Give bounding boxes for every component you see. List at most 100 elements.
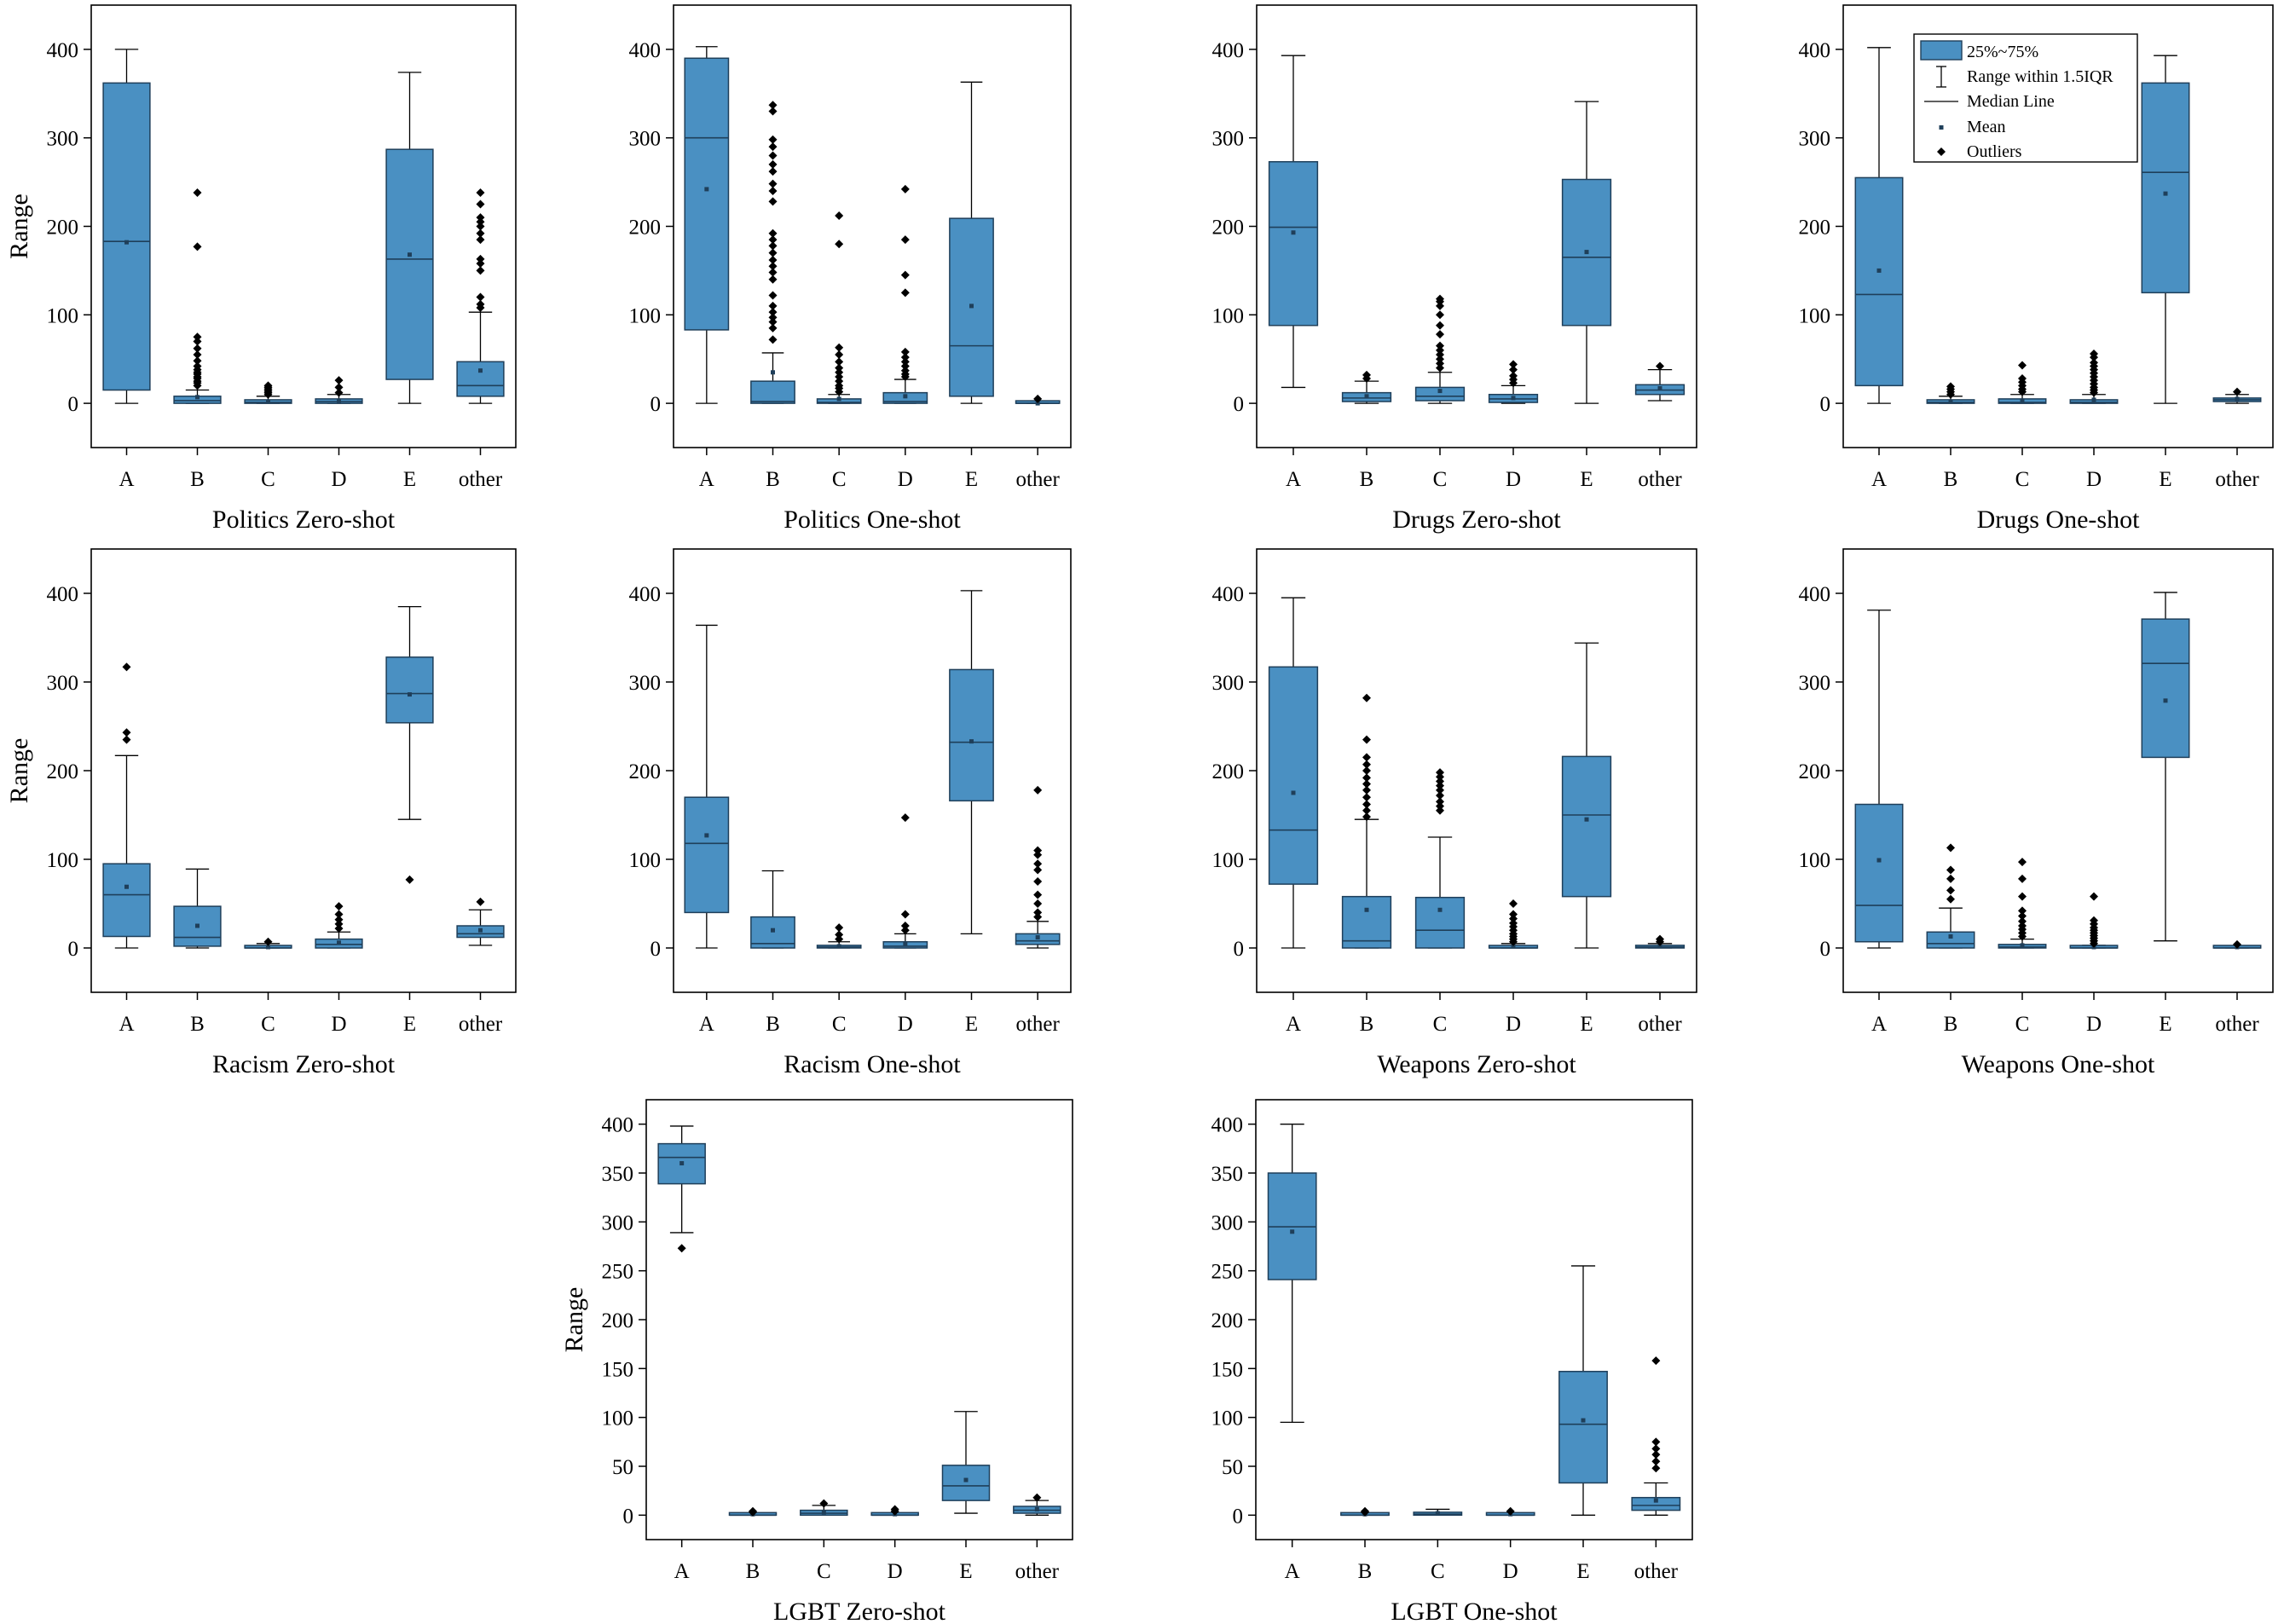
box-B — [1341, 370, 1392, 404]
outlier-point — [476, 266, 485, 275]
outlier-point — [1436, 801, 1444, 811]
outlier-point — [1362, 760, 1371, 769]
box-D — [870, 1505, 919, 1517]
box-B — [750, 870, 795, 949]
x-tick-label: other — [1634, 1560, 1679, 1583]
x-tick-label: C — [2015, 468, 2030, 491]
outlier-point — [1362, 800, 1371, 809]
outlier-point — [2018, 361, 2027, 370]
iqr-box — [949, 668, 994, 802]
y-tick-label: 300 — [1212, 672, 1245, 695]
box-other — [2212, 387, 2262, 404]
box-C — [800, 1499, 848, 1517]
outlier-point — [2090, 358, 2098, 367]
mean-marker — [821, 1510, 826, 1515]
outlier-point — [1362, 793, 1371, 802]
outlier-point — [476, 254, 485, 263]
outlier-point — [1436, 330, 1444, 339]
x-tick-label: B — [1360, 468, 1374, 491]
outlier-point — [1033, 899, 1043, 908]
legend-box-swatch — [1920, 40, 1963, 61]
outlier-point — [476, 228, 485, 238]
outlier-point — [768, 323, 778, 332]
chart-title: Politics One-shot — [783, 506, 961, 534]
outlier-point — [1436, 345, 1444, 355]
mean-marker — [2020, 398, 2025, 403]
x-tick-label: E — [1580, 1013, 1593, 1036]
outlier-point — [900, 235, 910, 245]
plot-frame — [1255, 1099, 1693, 1540]
y-tick-label: 200 — [1212, 217, 1245, 240]
outlier-point — [334, 910, 344, 919]
chart-title: Drugs Zero-shot — [1392, 506, 1561, 534]
mean-marker — [1584, 817, 1589, 822]
chart-title: Weapons One-shot — [1962, 1050, 2155, 1078]
mean-marker — [1657, 944, 1662, 949]
outlier-point — [900, 926, 910, 935]
x-tick-label: C — [832, 468, 847, 491]
outlier-point — [1436, 301, 1444, 310]
mean-marker — [478, 928, 483, 933]
outlier-point — [193, 350, 202, 360]
x-tick-label: other — [1015, 1560, 1060, 1583]
outlier-point — [768, 248, 778, 257]
outlier-point — [1506, 1506, 1515, 1516]
chart-title: Racism Zero-shot — [212, 1050, 396, 1078]
legend-outlier-swatch — [1937, 147, 1946, 156]
outlier-point — [677, 1244, 686, 1253]
y-tick-label: 400 — [1212, 39, 1245, 62]
box-D — [2069, 892, 2119, 950]
outlier-point — [835, 934, 844, 944]
outlier-point — [1509, 910, 1518, 919]
outlier-point — [1033, 850, 1043, 859]
iqr-box — [1561, 755, 1612, 898]
box-D — [1488, 360, 1539, 404]
y-tick-label: 400 — [47, 39, 79, 62]
outlier-point — [768, 275, 778, 284]
outlier-point — [1509, 371, 1518, 380]
x-tick-label: C — [2015, 1013, 2030, 1036]
outlier-point — [1436, 341, 1444, 350]
outlier-point — [1509, 899, 1518, 908]
outlier-point — [1033, 877, 1043, 886]
x-tick-label: C — [1431, 1560, 1445, 1583]
x-tick-label: other — [1015, 468, 1060, 491]
outlier-point — [334, 376, 344, 385]
outlier-point — [900, 922, 910, 930]
outlier-point — [1436, 772, 1444, 782]
y-tick-label: 250 — [602, 1261, 634, 1284]
outlier-point — [2018, 374, 2027, 384]
y-tick-label: 0 — [68, 393, 79, 416]
outlier-point — [835, 240, 844, 249]
outlier-point — [768, 151, 778, 160]
outlier-point — [768, 313, 778, 322]
x-tick-label: A — [1871, 1013, 1887, 1036]
mean-marker — [903, 941, 908, 946]
outlier-point — [1946, 894, 1955, 904]
x-tick-label: C — [261, 468, 275, 491]
iqr-box — [1414, 386, 1466, 402]
y-axis-label: Range — [5, 194, 33, 259]
box-A — [1268, 597, 1319, 949]
box-A — [684, 46, 730, 404]
box-C — [1413, 1508, 1463, 1517]
plot-frame — [1842, 548, 2274, 993]
outlier-point — [476, 199, 485, 209]
iqr-box — [1268, 160, 1319, 327]
box-E — [385, 605, 434, 884]
mean-marker — [1435, 1511, 1440, 1516]
legend-outlier-label: Outliers — [1967, 142, 2022, 161]
y-tick-label: 300 — [1211, 1211, 1244, 1234]
x-tick-label: E — [965, 468, 978, 491]
outlier-point — [1436, 363, 1444, 373]
outlier-point — [835, 923, 844, 933]
outlier-point — [1509, 914, 1518, 923]
outlier-point — [768, 179, 778, 188]
box-C — [244, 937, 292, 950]
box-E — [2141, 55, 2190, 404]
x-tick-label: other — [2215, 1013, 2259, 1036]
y-tick-label: 100 — [1799, 849, 1831, 872]
mean-marker — [679, 1161, 685, 1166]
